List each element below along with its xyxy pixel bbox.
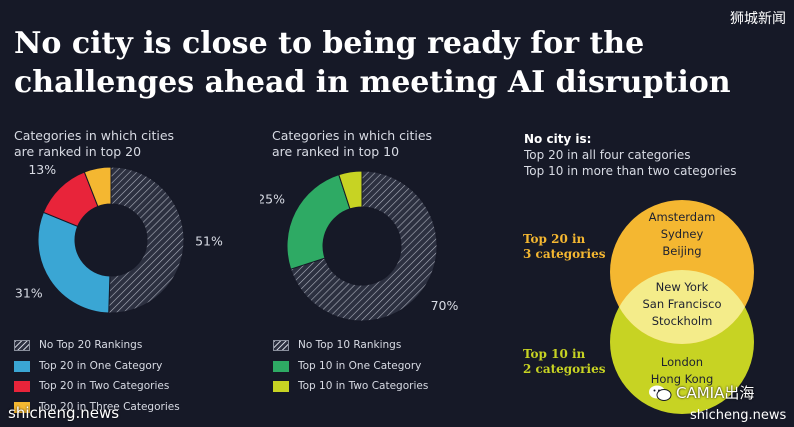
chart2-subtitle-line-2: are ranked in top 10: [272, 144, 400, 159]
chart-title: No city is close to being ready for the …: [14, 24, 754, 102]
watermark-bottom-right: shicheng.news: [690, 408, 787, 423]
venn-label-top20-line-1: Top 20 in: [523, 232, 586, 246]
donut-chart-top10: 70%25%5%: [260, 170, 459, 322]
city-label: San Francisco: [642, 297, 722, 311]
donut-slice: [83, 166, 112, 208]
city-label: Beijing: [662, 244, 702, 258]
venn-label-top20-line-2: 3 categories: [523, 247, 606, 261]
legend-swatch-lime: [273, 380, 289, 392]
legend-label: No Top 10 Rankings: [298, 339, 402, 351]
city-label: Stockholm: [651, 314, 713, 328]
chart1-subtitle: Categories in which cities are ranked in…: [14, 128, 174, 160]
watermark-wechat-text: CAMIA出海: [676, 384, 755, 402]
venn-bottom-only-cities: London Hong Kong: [622, 354, 742, 388]
legend-label: Top 10 in Two Categories: [298, 380, 429, 392]
donut-slice: [108, 166, 185, 314]
venn-diagram: [610, 200, 754, 414]
legend-swatch-yellow: [14, 401, 30, 413]
city-label: London: [660, 355, 704, 369]
watermark-wechat: CAMIA出海: [648, 382, 754, 403]
donut-slice: [290, 170, 438, 322]
legend-item-top20-one: Top 20 in One Category: [14, 360, 162, 372]
city-label: Sydney: [660, 227, 704, 241]
legend-swatch-green: [273, 360, 289, 372]
slice-value-label: 13%: [28, 162, 56, 177]
legend-swatch-blue: [14, 360, 30, 372]
venn-note-line-1: Top 20 in all four categories: [524, 148, 691, 162]
venn-note-heading: No city is:: [524, 132, 592, 146]
chart2-subtitle-line-1: Categories in which cities: [272, 128, 433, 143]
venn-top-only-cities: Amsterdam Sydney Beijing: [622, 209, 742, 260]
slice-value-label: 70%: [431, 298, 459, 313]
legend-item-top20-three: Top 20 in Three Categories: [14, 401, 180, 413]
venn-overlap: [610, 270, 754, 344]
legend-swatch-hatched: [14, 339, 30, 351]
city-label: Hong Kong: [650, 372, 714, 386]
legend-item-top10-two: Top 10 in Two Categories: [273, 380, 428, 392]
title-line-2: challenges ahead in meeting AI disruptio…: [14, 65, 731, 100]
legend-swatch-hatched: [273, 339, 289, 351]
venn-label-top10-line-2: 2 categories: [523, 362, 606, 376]
legend-item-top20-two: Top 20 in Two Categories: [14, 380, 169, 392]
legend-label: Top 20 in Two Categories: [39, 380, 170, 392]
venn-label-top10: Top 10 in 2 categories: [523, 347, 605, 377]
donut-slice: [37, 211, 111, 314]
slice-value-label: 51%: [195, 234, 223, 249]
slice-value-label: 31%: [15, 285, 43, 300]
brand-label-top-right: 狮城新闻: [730, 11, 786, 27]
venn-label-top20: Top 20 in 3 categories: [523, 232, 605, 262]
donut-chart-top20: 51%31%13%6%: [15, 162, 223, 314]
legend-item-no-top10: No Top 10 Rankings: [273, 339, 401, 351]
city-label: Amsterdam: [648, 210, 716, 224]
chart1-subtitle-line-1: Categories in which cities: [14, 128, 175, 143]
legend-label: Top 10 in One Category: [298, 360, 422, 372]
chart1-subtitle-line-2: are ranked in top 20: [14, 144, 142, 159]
venn-note-line-2: Top 10 in more than two categories: [524, 164, 737, 178]
legend-label: Top 20 in Three Categories: [39, 401, 180, 413]
slice-value-label: 25%: [260, 192, 285, 207]
watermark-bottom-left: shicheng.news: [8, 404, 120, 422]
legend-label: Top 20 in One Category: [39, 360, 163, 372]
chart2-subtitle: Categories in which cities are ranked in…: [272, 128, 432, 160]
title-line-1: No city is close to being ready for the: [14, 26, 645, 61]
legend-label: No Top 20 Rankings: [39, 339, 143, 351]
donut-slice: [286, 174, 351, 270]
venn-notes: No city is: Top 20 in all four categorie…: [524, 131, 736, 179]
legend-item-no-top20: No Top 20 Rankings: [14, 339, 142, 351]
legend-swatch-red: [14, 380, 30, 392]
city-label: New York: [655, 280, 709, 294]
donut-slice: [338, 170, 363, 210]
venn-overlap-cities: New York San Francisco Stockholm: [622, 279, 742, 330]
venn-label-top10-line-1: Top 10 in: [523, 347, 586, 361]
legend-item-top10-one: Top 10 in One Category: [273, 360, 421, 372]
wechat-icon: [649, 385, 672, 401]
